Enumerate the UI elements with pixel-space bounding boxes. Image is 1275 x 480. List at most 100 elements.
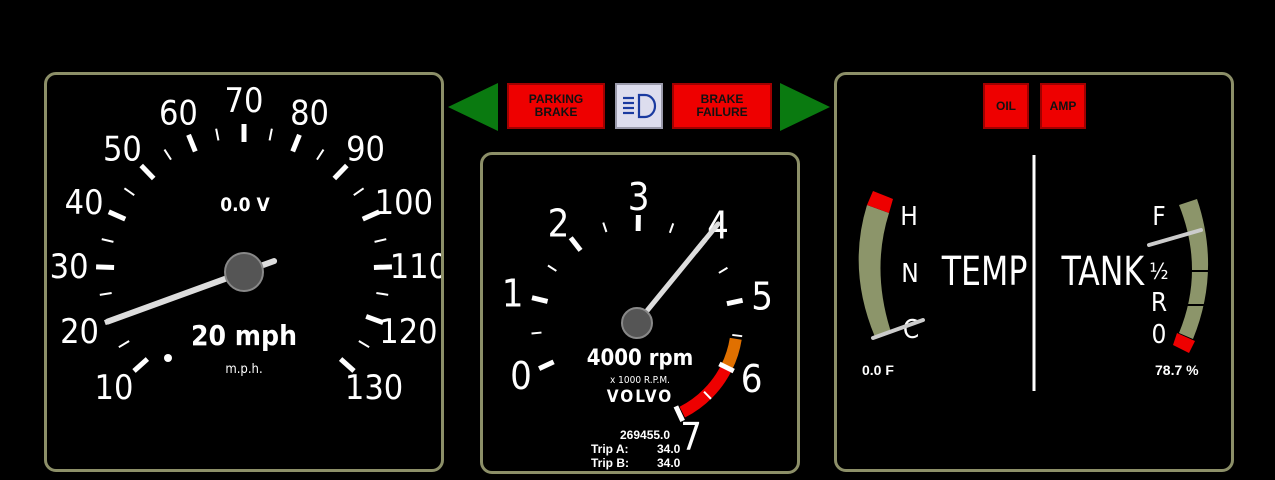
trip-a-label: Trip A: xyxy=(591,442,629,456)
speed-major-tick xyxy=(132,357,150,373)
rpm-minor-tick xyxy=(718,266,728,274)
fuel-empty-label: 0 xyxy=(1152,320,1167,350)
rpm-label-5: 5 xyxy=(751,274,773,318)
speedometer-hub xyxy=(224,252,264,292)
temp-cold-label: C xyxy=(903,315,919,345)
speedometer-dial: 10 20 30 40 50 60 70 80 90 100 110 120 130 0.0 V 20 … xyxy=(50,81,448,408)
rpm-minor-tick xyxy=(732,333,743,338)
rpm-minor-tick xyxy=(703,391,712,400)
speed-minor-tick xyxy=(358,340,370,349)
oil-warning-light: OIL xyxy=(983,83,1029,129)
temp-gauge-arc xyxy=(858,205,891,337)
speed-label-30: 30 xyxy=(50,247,89,287)
speed-minor-tick xyxy=(374,238,387,243)
rpm-major-tick xyxy=(673,405,685,422)
speed-major-tick xyxy=(290,133,302,153)
speed-label-110: 110 xyxy=(390,247,441,287)
speed-label-70: 70 xyxy=(225,81,264,121)
rpm-minor-tick xyxy=(547,264,557,272)
temp-hot-zone xyxy=(867,191,893,213)
rpm-label-1: 1 xyxy=(502,271,524,315)
rpm-minor-tick xyxy=(531,331,542,335)
speed-minor-tick xyxy=(376,291,389,296)
speed-minor-tick xyxy=(123,187,135,196)
tachometer-labels: 01234567 xyxy=(502,175,773,459)
rpm-label-7: 7 xyxy=(680,415,702,459)
odometer-readout: 269455.0 xyxy=(620,428,671,442)
fuel-reserve-label: R xyxy=(1151,288,1167,318)
temp-normal-label: N xyxy=(901,259,919,289)
rpm-unit-label: x 1000 R.P.M. xyxy=(610,375,670,386)
speed-minor-tick xyxy=(118,340,130,349)
tachometer-hub xyxy=(621,307,653,339)
speed-minor-tick xyxy=(101,238,114,243)
speed-minor-tick xyxy=(353,187,365,196)
speed-major-tick xyxy=(338,357,356,373)
speed-major-tick xyxy=(96,264,115,270)
speed-minor-tick xyxy=(268,128,273,141)
speed-label-20: 20 xyxy=(60,312,99,352)
speedometer-labels: 10 20 30 40 50 60 70 80 90 100 110 120 130 xyxy=(50,81,448,408)
speed-label-10: 10 xyxy=(94,368,133,408)
tachometer-panel: 01234567 4000 rpm x 1000 R.P.M. VOLVO xyxy=(480,152,800,474)
rpm-label-0: 0 xyxy=(510,354,532,398)
fuel-empty-zone xyxy=(1173,333,1195,353)
rpm-minor-tick xyxy=(668,223,675,234)
rpm-major-tick xyxy=(538,359,555,371)
speed-label-50: 50 xyxy=(103,129,142,169)
speed-major-tick xyxy=(365,314,384,325)
amp-warning-light: AMP xyxy=(1040,83,1086,129)
speedometer-ticks xyxy=(96,124,392,373)
left-turn-signal-icon xyxy=(448,83,498,131)
rpm-major-tick xyxy=(531,295,549,304)
speed-major-tick xyxy=(373,264,392,270)
trip-b-value: 34.0 xyxy=(657,456,681,470)
speed-label-100: 100 xyxy=(375,183,433,223)
speedometer-panel: 10 20 30 40 50 60 70 80 90 100 110 120 130 0.0 V 20 … xyxy=(44,72,448,472)
speed-minor-tick xyxy=(99,291,112,296)
speed-label-120: 120 xyxy=(379,312,437,352)
temp-fuel-dials: H N C TEMP TANK F ½ R 0 xyxy=(858,155,1221,391)
rpm-major-tick xyxy=(568,236,583,252)
rpm-label-6: 6 xyxy=(741,357,763,401)
speed-major-tick xyxy=(186,133,198,153)
speed-minor-tick xyxy=(316,149,325,161)
speed-minor-tick xyxy=(163,149,172,161)
fuel-readout: 78.7 % xyxy=(1155,362,1199,378)
speed-major-tick xyxy=(361,209,381,222)
speed-dot xyxy=(164,354,172,362)
speed-major-tick xyxy=(332,163,349,181)
speed-label-130: 130 xyxy=(345,368,403,408)
rpm-major-tick xyxy=(718,361,735,374)
temp-title: TEMP xyxy=(941,248,1028,295)
tach-redline-arc xyxy=(679,364,732,418)
rpm-label-2: 2 xyxy=(548,202,570,246)
trip-b-label: Trip B: xyxy=(591,456,629,470)
speed-label-80: 80 xyxy=(290,94,329,134)
tank-title: TANK xyxy=(1061,248,1145,295)
speed-unit-label: m.p.h. xyxy=(225,362,262,377)
right-turn-signal-icon xyxy=(780,83,830,131)
temp-readout: 0.0 F xyxy=(862,362,894,378)
speed-label-90: 90 xyxy=(346,129,385,169)
parking-brake-light: PARKING BRAKE xyxy=(507,83,605,129)
rpm-label-3: 3 xyxy=(628,175,650,219)
high-beam-icon xyxy=(615,83,663,129)
speed-label-60: 60 xyxy=(159,94,198,134)
voltage-readout: 0.0 V xyxy=(220,194,270,216)
speed-label-40: 40 xyxy=(65,183,104,223)
fuel-needle xyxy=(1147,228,1203,247)
speed-major-tick xyxy=(139,163,156,181)
speed-minor-tick xyxy=(215,128,220,141)
tachometer-needle xyxy=(634,221,721,326)
fuel-full-label: F xyxy=(1152,202,1165,232)
temp-fuel-panel: H N C TEMP TANK F ½ R 0 xyxy=(834,72,1234,472)
speed-major-tick xyxy=(107,209,127,222)
trip-a-value: 34.0 xyxy=(657,442,681,456)
rpm-readout: 4000 rpm xyxy=(587,346,694,371)
volvo-logo: VOLVO xyxy=(607,387,673,407)
fuel-half-label: ½ xyxy=(1149,260,1168,285)
brake-failure-light: BRAKE FAILURE xyxy=(672,83,772,129)
rpm-major-tick xyxy=(726,297,744,307)
tachometer-dial: 01234567 4000 rpm x 1000 R.P.M. VOLVO xyxy=(502,175,773,459)
